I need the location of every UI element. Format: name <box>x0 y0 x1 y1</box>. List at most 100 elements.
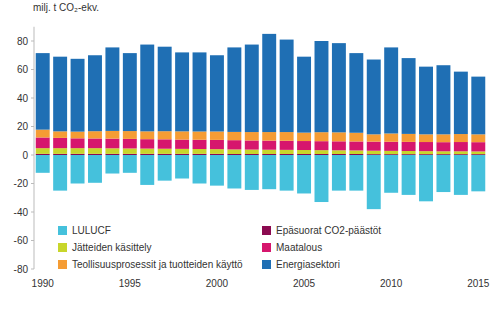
bar-segment <box>193 52 207 131</box>
bar-segment <box>210 55 224 131</box>
bar-segment <box>280 40 294 132</box>
bar-segment <box>71 155 85 184</box>
bar-segment <box>436 142 450 151</box>
bar-segment <box>419 67 433 135</box>
bar-segment <box>436 155 450 192</box>
bar-segment <box>349 141 363 150</box>
bar-segment <box>332 155 346 191</box>
x-tick-label: 1995 <box>119 278 142 289</box>
bar-segment <box>280 155 294 191</box>
bar-segment <box>315 155 329 202</box>
bar-segment <box>454 142 468 151</box>
y-tick-label: -80 <box>14 264 29 275</box>
bar-segment <box>105 155 119 174</box>
bar-segment <box>158 47 172 132</box>
bar-segment <box>419 155 433 201</box>
bar-segment <box>175 131 189 139</box>
bar-segment <box>245 155 259 190</box>
bar-segment <box>349 155 363 191</box>
x-tick-label: 2010 <box>380 278 403 289</box>
bar-segment <box>71 59 85 132</box>
bar-segment <box>105 139 119 149</box>
bar-segment <box>245 140 259 149</box>
bar-segment <box>384 47 398 133</box>
bar-segment <box>315 41 329 132</box>
bar-segment <box>402 134 416 142</box>
x-tick-label: 2015 <box>467 278 490 289</box>
bar-segment <box>36 155 50 173</box>
bar-segment <box>71 132 85 139</box>
bar-segment <box>175 149 189 154</box>
bar-segment <box>315 150 329 154</box>
bar-segment <box>280 132 294 141</box>
y-tick <box>31 240 34 241</box>
bar-segment <box>454 72 468 134</box>
bar-segment <box>262 34 276 132</box>
legend-swatch <box>262 226 271 235</box>
bar-segment <box>280 150 294 154</box>
bar-segment <box>88 155 102 183</box>
bar-segment <box>210 154 224 155</box>
bar-segment <box>436 151 450 154</box>
bar-segment <box>349 53 363 133</box>
bar-segment <box>436 65 450 134</box>
bar-segment <box>245 45 259 132</box>
bar-segment <box>262 150 276 154</box>
bar-segment <box>367 60 381 135</box>
bar-segment <box>384 155 398 193</box>
bar-segment <box>71 154 85 155</box>
bar-segment <box>210 155 224 186</box>
bar-segment <box>158 149 172 154</box>
y-tick <box>31 155 34 156</box>
bar-segment <box>193 155 207 184</box>
bar-segment <box>367 134 381 141</box>
bar-segment <box>105 47 119 131</box>
y-tick-label: 0 <box>22 150 28 161</box>
bar-segment <box>315 132 329 141</box>
bar-segment <box>402 142 416 151</box>
bar-segment <box>419 142 433 151</box>
bar-segment <box>71 138 85 148</box>
bar-segment <box>471 155 485 191</box>
legend-label: Jätteiden käsittely <box>72 242 152 253</box>
bar-segment <box>349 133 363 142</box>
bar-segment <box>402 58 416 134</box>
bar-segment <box>367 155 381 209</box>
bar-segment <box>471 77 485 135</box>
bar-segment <box>227 149 241 154</box>
bar-segment <box>367 151 381 154</box>
bar-segment <box>158 154 172 155</box>
chart: milj. t CO₂-ekv.-80-60-40-20020406080199… <box>0 0 492 314</box>
x-tick-label: 1990 <box>32 278 55 289</box>
bar-segment <box>123 139 137 149</box>
y-tick-label: 20 <box>17 121 29 132</box>
bars <box>36 34 486 209</box>
bar-segment <box>88 148 102 154</box>
bar-segment <box>297 133 311 141</box>
y-label: milj. t CO₂-ekv. <box>33 2 99 13</box>
bar-segment <box>105 131 119 139</box>
bar-segment <box>227 132 241 140</box>
bar-segment <box>53 154 67 155</box>
bar-segment <box>53 155 67 191</box>
bar-segment <box>210 149 224 154</box>
bar-segment <box>36 154 50 155</box>
bar-segment <box>471 142 485 151</box>
bar-segment <box>436 134 450 142</box>
bar-segment <box>36 148 50 154</box>
bar-segment <box>454 155 468 195</box>
bar-segment <box>123 53 137 131</box>
bar-segment <box>402 151 416 154</box>
bar-segment <box>53 138 67 148</box>
bar-segment <box>227 155 241 188</box>
bar-segment <box>384 151 398 154</box>
bar-segment <box>36 137 50 148</box>
bar-segment <box>123 131 137 139</box>
y-tick-label: 40 <box>17 93 29 104</box>
bar-segment <box>262 132 276 141</box>
bar-segment <box>402 155 416 195</box>
bar-segment <box>471 134 485 142</box>
bar-segment <box>158 131 172 139</box>
bar-segment <box>297 150 311 154</box>
bar-segment <box>175 155 189 179</box>
